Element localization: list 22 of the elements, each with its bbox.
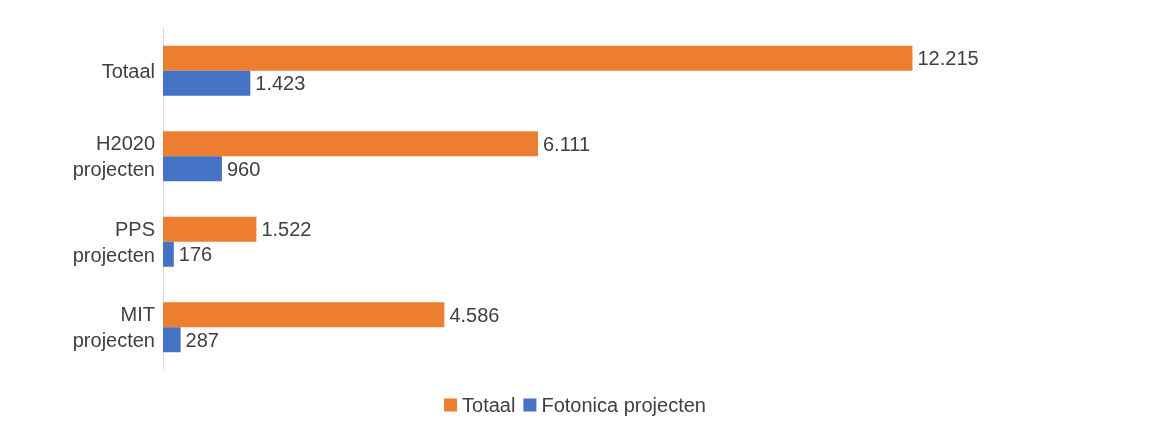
- bar: [163, 156, 222, 182]
- bar: [163, 45, 913, 71]
- data-label: 1.522: [261, 218, 312, 241]
- bar: [163, 327, 181, 353]
- legend-label: Fotonica projecten: [541, 394, 706, 416]
- bar: [163, 131, 538, 157]
- data-label: 176: [178, 243, 213, 266]
- y-tick-label: H2020 projecten: [72, 132, 155, 181]
- data-label: 287: [185, 328, 219, 351]
- y-tick-label: MIT projecten: [72, 303, 155, 352]
- data-label: 1.423: [255, 72, 306, 95]
- y-tick-label: Totaal: [101, 59, 155, 82]
- legend-label: Totaal: [462, 394, 516, 416]
- data-label: 12.215: [917, 47, 979, 70]
- data-label: 6.111: [542, 132, 591, 155]
- bar: [163, 241, 174, 267]
- bar: [163, 216, 257, 242]
- data-label: 4.586: [449, 303, 500, 326]
- bar: [163, 302, 445, 328]
- data-label: 960: [226, 157, 261, 180]
- y-tick-label: PPS projecten: [72, 217, 155, 266]
- bar: [163, 70, 251, 96]
